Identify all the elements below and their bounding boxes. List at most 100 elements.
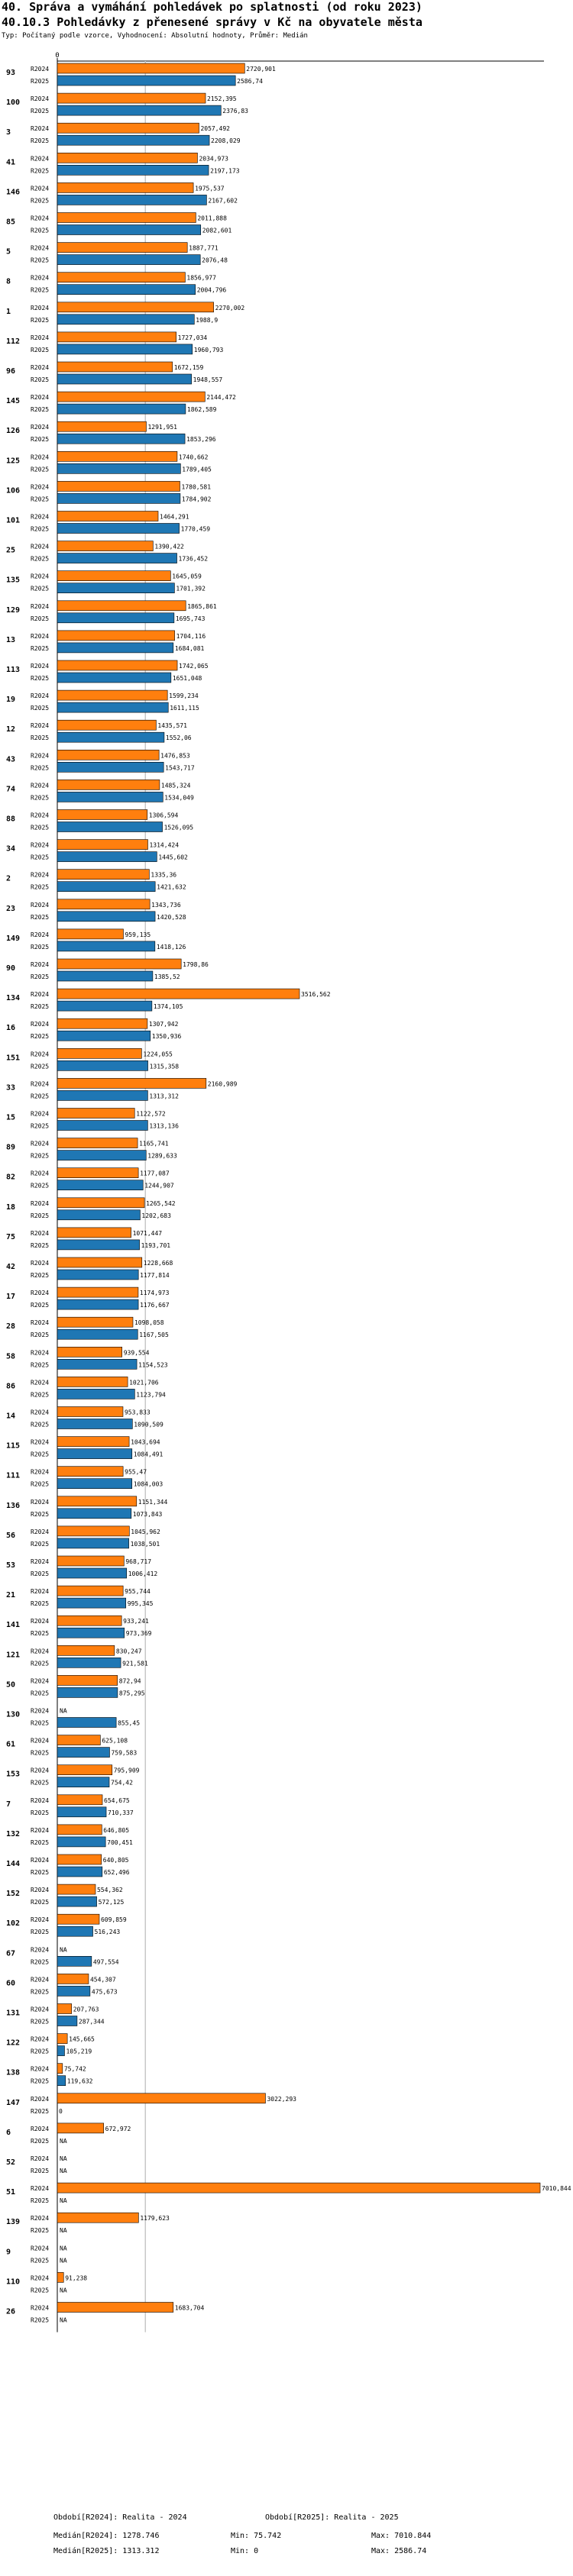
series-label: R2025: [31, 1899, 49, 1906]
series-label: R2025: [31, 257, 49, 264]
series-label: R2024: [31, 1708, 49, 1715]
bar-r2024: [57, 153, 198, 163]
group-label: 111: [6, 1472, 20, 1480]
series-label: R2024: [31, 931, 49, 938]
bar-r2024: [57, 570, 171, 582]
series-label: R2025: [31, 794, 49, 801]
bar-r2024: [57, 2182, 541, 2193]
group-label: 144: [6, 1860, 20, 1868]
value-label: 1193,701: [141, 1242, 171, 1249]
group-label: 138: [6, 2069, 20, 2077]
group-label: 86: [6, 1382, 15, 1390]
group-label: 61: [6, 1741, 15, 1749]
group-label: 134: [6, 994, 20, 1002]
series-label: R2025: [31, 1780, 49, 1787]
group-label: 89: [6, 1144, 15, 1152]
bar-r2025: [57, 284, 196, 295]
series-label: R2024: [31, 305, 49, 312]
value-label: 1335,36: [151, 872, 176, 879]
series-label: R2025: [31, 1481, 49, 1488]
group-label: 113: [6, 666, 20, 674]
bar-r2025: [57, 792, 163, 802]
value-label: 1045,962: [131, 1528, 160, 1535]
series-label: R2024: [31, 1260, 49, 1267]
value-label: 1543,717: [165, 764, 195, 771]
value-label: 1784,902: [182, 496, 212, 502]
series-label: R2024: [31, 1857, 49, 1864]
value-label: 995,345: [128, 1600, 154, 1607]
series-label: R2024: [31, 1738, 49, 1745]
series-label: R2025: [31, 1422, 49, 1428]
series-label: R2024: [31, 95, 49, 102]
group-label: 106: [6, 486, 20, 495]
group-label: 147: [6, 2099, 20, 2107]
series-label: R2024: [31, 782, 49, 789]
bar-r2024: [57, 361, 173, 373]
group-label: 146: [6, 188, 20, 196]
group-label: 13: [6, 636, 15, 644]
value-label: 1645,059: [172, 573, 202, 580]
value-label: 1385,52: [154, 973, 180, 980]
value-label: 1672,159: [174, 364, 204, 371]
value-label: 1315,358: [150, 1063, 180, 1070]
bar-r2025: [57, 1597, 127, 1609]
group-label: 96: [6, 367, 15, 376]
value-label: 1420,528: [157, 914, 186, 921]
bar-r2024: [57, 1585, 124, 1596]
series-label: R2025: [31, 197, 49, 204]
series-label: R2024: [31, 2185, 49, 2192]
series-label: R2024: [31, 872, 49, 879]
value-label: 1526,095: [164, 825, 194, 831]
value-label: 454,307: [90, 1976, 116, 1983]
bar-r2024: [57, 1377, 128, 1387]
series-label: R2025: [31, 108, 49, 115]
bar-r2024: [57, 869, 150, 880]
series-label: R2024: [31, 2066, 49, 2073]
group-label: 152: [6, 1890, 20, 1898]
x-tick-label: 0: [55, 52, 59, 60]
series-label: R2025: [31, 1153, 49, 1160]
value-label: 959,135: [125, 931, 151, 938]
value-label: 119,632: [67, 2078, 93, 2085]
bar-r2024: [57, 63, 245, 74]
series-label: R2025: [31, 944, 49, 951]
group-label: 93: [6, 69, 15, 77]
value-label: 1313,312: [149, 1093, 179, 1099]
bar-r2025: [57, 911, 156, 922]
series-label: R2024: [31, 215, 49, 222]
bar-r2024: [57, 839, 148, 850]
group-label: 90: [6, 964, 15, 973]
bar-r2024: [57, 1974, 89, 1984]
value-label: 1421,632: [157, 884, 186, 891]
value-label: 1780,581: [182, 483, 212, 490]
series-label: R2025: [31, 1839, 49, 1846]
bar-r2024: [57, 2122, 104, 2134]
na-label: NA: [60, 2138, 67, 2145]
series-label: R2024: [31, 722, 49, 729]
group-label: 16: [6, 1024, 15, 1032]
series-label: R2024: [31, 2006, 49, 2013]
group-label: 52: [6, 2158, 15, 2167]
value-label: 1865,861: [187, 603, 217, 610]
value-label: 1798,86: [183, 961, 209, 968]
series-label: R2024: [31, 812, 49, 819]
series-label: R2025: [31, 1929, 49, 1935]
group-label: 33: [6, 1083, 15, 1092]
value-label: 646,805: [103, 1827, 129, 1834]
group-label: 139: [6, 2218, 20, 2226]
value-label: 2152,395: [207, 95, 237, 102]
value-label: 105,219: [66, 2048, 92, 2055]
value-label: 1862,589: [187, 406, 217, 413]
bar-r2025: [57, 553, 177, 563]
bar-r2024: [57, 1764, 113, 1775]
value-label: 1727,034: [178, 334, 208, 341]
bar-r2025: [57, 2016, 78, 2026]
na-label: NA: [60, 2168, 67, 2174]
value-label: 1071,447: [133, 1230, 163, 1237]
value-label: 759,583: [111, 1750, 137, 1757]
bar-r2025: [57, 1538, 129, 1549]
footer-median-2024: Medián[R2024]: 1278.746: [53, 2532, 160, 2540]
value-label: 973,369: [126, 1630, 152, 1637]
value-label: 700,451: [107, 1839, 133, 1846]
value-label: 1701,392: [176, 586, 206, 592]
